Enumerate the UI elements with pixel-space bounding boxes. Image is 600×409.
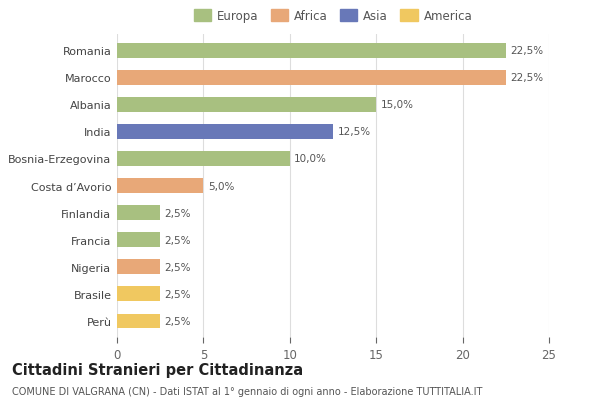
Bar [117,287,160,301]
Text: 2,5%: 2,5% [164,316,191,326]
Text: 2,5%: 2,5% [164,262,191,272]
Text: 22,5%: 22,5% [510,73,543,83]
Bar [117,206,160,220]
Text: COMUNE DI VALGRANA (CN) - Dati ISTAT al 1° gennaio di ogni anno - Elaborazione T: COMUNE DI VALGRANA (CN) - Dati ISTAT al … [12,387,482,396]
Bar [117,314,160,329]
Text: 10,0%: 10,0% [294,154,327,164]
Text: Cittadini Stranieri per Cittadinanza: Cittadini Stranieri per Cittadinanza [12,362,303,377]
Bar [117,125,333,139]
Text: 22,5%: 22,5% [510,46,543,56]
Text: 12,5%: 12,5% [337,127,370,137]
Bar [117,43,506,58]
Text: 2,5%: 2,5% [164,289,191,299]
Legend: Europa, Africa, Asia, America: Europa, Africa, Asia, America [194,10,472,23]
Text: 2,5%: 2,5% [164,208,191,218]
Text: 5,0%: 5,0% [208,181,234,191]
Bar [117,71,506,85]
Text: 2,5%: 2,5% [164,235,191,245]
Text: 15,0%: 15,0% [380,100,413,110]
Bar [117,233,160,247]
Bar [117,260,160,274]
Bar [117,152,290,166]
Bar [117,98,376,112]
Bar [117,179,203,193]
